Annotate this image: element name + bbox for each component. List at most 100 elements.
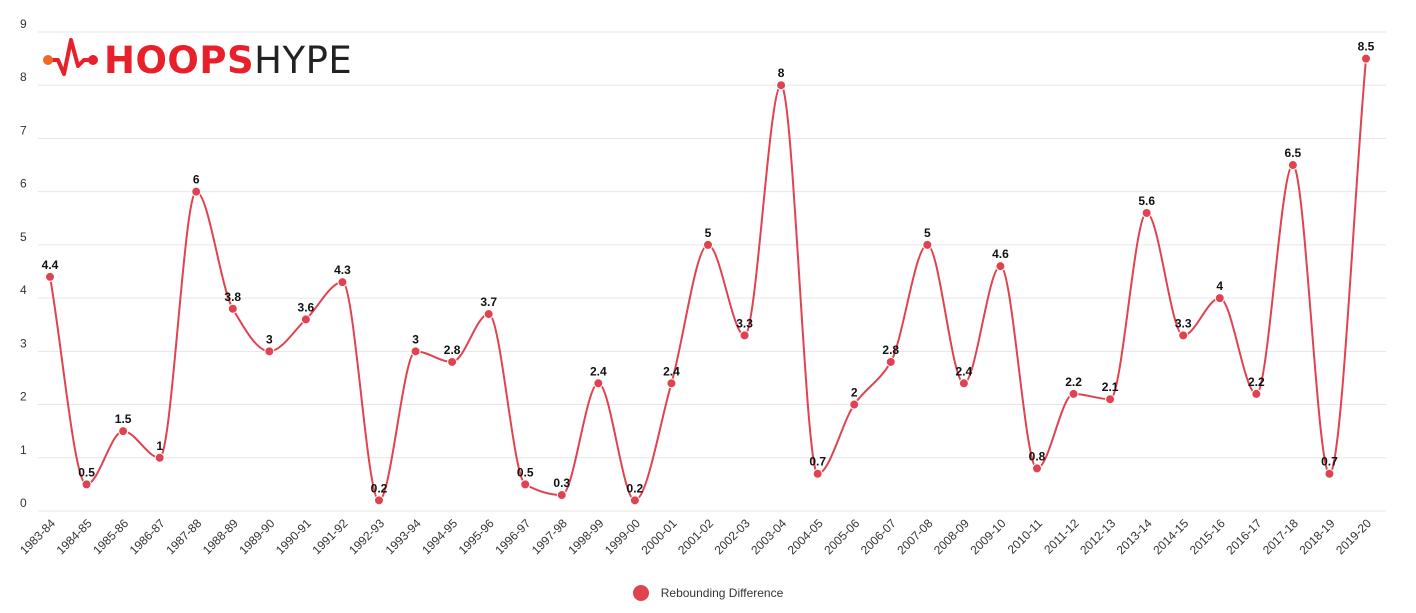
data-point	[593, 378, 604, 389]
x-tick-label: 1985-86	[90, 516, 131, 557]
data-point	[1141, 207, 1152, 218]
data-point	[995, 261, 1006, 272]
x-tick-label: 2011-12	[1041, 516, 1082, 557]
data-point	[1068, 388, 1079, 399]
data-label: 3.6	[298, 300, 315, 314]
y-tick-label: 8	[20, 70, 27, 84]
x-tick-label: 2016-17	[1223, 516, 1264, 557]
logo-hoops-text: HOOPS	[104, 38, 255, 82]
x-tick-label: 2012-13	[1077, 516, 1118, 557]
legend-marker	[632, 585, 649, 601]
data-point	[154, 452, 165, 463]
logo-wordmark: HOOPSHYPE	[104, 42, 352, 79]
data-label: 8.5	[1358, 40, 1375, 54]
y-axis-tick-labels: 0 1 2 3 4 5 6 7 8 9	[20, 17, 27, 510]
y-tick-label: 2	[20, 390, 27, 404]
x-tick-label: 2006-07	[858, 516, 899, 557]
x-tick-label: 1988-89	[200, 516, 241, 557]
x-tick-label: 1992-93	[346, 516, 387, 557]
x-tick-label: 2010-11	[1005, 516, 1046, 557]
x-tick-label: 1984-85	[54, 516, 95, 557]
data-label: 2.2	[1248, 375, 1265, 389]
x-tick-label: 2005-06	[821, 516, 862, 557]
grid-lines	[38, 31, 1386, 512]
data-label: 5	[924, 226, 931, 240]
data-label: 3.3	[736, 316, 753, 330]
data-label: 3.7	[480, 295, 497, 309]
data-point	[191, 186, 202, 197]
x-tick-label: 2009-10	[968, 516, 1009, 557]
data-point	[1032, 463, 1042, 474]
x-tick-label: 2008-09	[931, 516, 972, 557]
x-tick-label: 2007-08	[894, 516, 935, 557]
x-tick-label: 2003-04	[748, 516, 789, 557]
data-label: 1.5	[115, 412, 132, 426]
data-label: 4	[1216, 279, 1223, 293]
data-point	[374, 495, 384, 506]
data-label: 0.2	[371, 481, 388, 495]
legend-label: Rebounding Difference	[660, 586, 784, 600]
chart-legend: Rebounding Difference	[0, 585, 1416, 601]
data-point	[483, 309, 494, 320]
data-point	[629, 495, 640, 506]
x-tick-label: 1998-99	[565, 516, 606, 557]
y-tick-label: 4	[20, 283, 27, 297]
data-label: 2.4	[956, 364, 973, 378]
data-label: 2.4	[590, 364, 607, 378]
x-tick-label: 1987-88	[163, 516, 204, 557]
data-point	[666, 378, 677, 389]
x-tick-label: 1995-96	[456, 516, 497, 557]
data-label: 6	[193, 173, 200, 187]
x-tick-label: 1989-90	[236, 516, 277, 557]
data-point	[1214, 293, 1225, 304]
x-tick-label: 2014-15	[1150, 516, 1191, 557]
y-tick-label: 6	[20, 177, 27, 191]
data-label: 0.7	[1321, 455, 1338, 469]
data-point	[812, 468, 823, 479]
data-label: 2.1	[1102, 380, 1119, 394]
x-tick-label: 1991-92	[310, 516, 351, 557]
data-point	[227, 303, 238, 314]
data-label: 2.8	[444, 343, 461, 357]
data-label: 2	[851, 386, 858, 400]
data-point	[556, 490, 567, 501]
data-point	[410, 346, 421, 357]
data-labels: 4.4 0.5 1.5 1 6 3.8 3 3.6 4.3 0.2 3 2.8 3.7 0.5 0.3 2.4…	[42, 40, 1375, 496]
x-tick-label: 2015-16	[1187, 516, 1228, 557]
x-tick-label: 2017-18	[1260, 516, 1301, 557]
data-label: 0.8	[1029, 449, 1046, 463]
data-point	[776, 80, 787, 91]
data-label: 6.5	[1285, 146, 1302, 160]
data-point	[885, 356, 896, 367]
x-tick-label: 1993-94	[383, 516, 424, 557]
hoopshype-logo: HOOPSHYPE	[42, 36, 352, 84]
data-label: 0.2	[627, 481, 644, 495]
x-tick-label: 1997-98	[529, 516, 570, 557]
data-point	[520, 479, 531, 490]
x-tick-label: 1983-84	[17, 516, 58, 557]
data-point	[447, 356, 458, 367]
data-label: 4.3	[334, 263, 351, 277]
y-tick-label: 3	[20, 336, 27, 350]
data-label: 2.8	[882, 343, 899, 357]
data-label: 3.8	[224, 290, 241, 304]
data-label: 0.3	[553, 476, 570, 490]
data-label: 3	[266, 332, 273, 346]
data-point	[922, 239, 933, 250]
x-tick-label: 2013-14	[1114, 516, 1155, 557]
data-point	[118, 426, 129, 437]
data-point	[703, 239, 713, 250]
y-tick-label: 0	[20, 496, 27, 510]
data-label: 5	[705, 226, 712, 240]
logo-hype-text: HYPE	[254, 38, 353, 82]
data-points	[45, 53, 1371, 506]
data-label: 5.6	[1138, 194, 1155, 208]
x-tick-label: 1999-00	[602, 516, 643, 557]
x-tick-label: 1996-97	[492, 516, 533, 557]
data-point	[45, 271, 55, 282]
data-label: 1	[156, 439, 163, 453]
data-point	[849, 399, 860, 410]
data-label: 0.5	[78, 465, 95, 479]
x-tick-label: 2001-02	[675, 516, 716, 557]
data-label: 3	[412, 332, 419, 346]
